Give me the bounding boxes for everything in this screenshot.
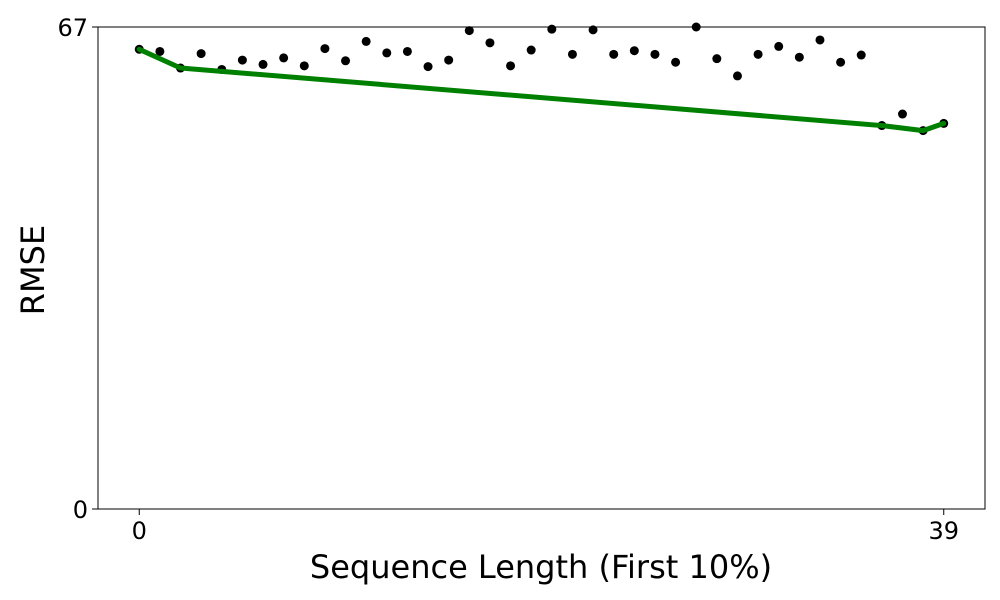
data-point <box>588 25 598 35</box>
data-point <box>712 54 722 64</box>
x-tick-label: 39 <box>928 517 959 545</box>
ticks: 0 39 0 67 <box>57 14 959 545</box>
data-point <box>691 22 701 32</box>
data-point <box>753 49 763 59</box>
data-point <box>836 57 846 67</box>
y-tick-label: 67 <box>57 14 88 42</box>
x-axis-label: Sequence Length (First 10%) <box>310 548 772 586</box>
x-tick-label: 0 <box>132 517 147 545</box>
series-layer <box>134 22 949 136</box>
data-point <box>423 62 433 72</box>
data-point <box>279 53 289 63</box>
data-point <box>320 44 330 54</box>
data-point <box>382 48 392 58</box>
data-point <box>856 50 866 60</box>
data-point <box>794 52 804 62</box>
plot-area <box>97 26 986 510</box>
data-point <box>444 55 454 65</box>
data-point <box>732 71 742 81</box>
data-point <box>609 49 619 59</box>
data-point <box>361 36 371 46</box>
data-point <box>774 41 784 51</box>
data-point <box>629 46 639 56</box>
data-point <box>402 46 412 56</box>
data-point <box>464 26 474 36</box>
data-point <box>485 38 495 48</box>
data-point <box>258 59 268 69</box>
data-point <box>567 49 577 59</box>
data-point <box>506 61 516 71</box>
y-axis-label: RMSE <box>14 225 52 315</box>
data-point <box>237 55 247 65</box>
data-point <box>196 49 206 59</box>
data-point <box>547 24 557 34</box>
data-point <box>671 57 681 67</box>
data-point <box>897 109 907 119</box>
y-tick-label: 0 <box>73 496 88 524</box>
trend-line <box>136 46 947 134</box>
data-point <box>650 49 660 59</box>
data-point <box>815 35 825 45</box>
data-point <box>299 61 309 71</box>
data-point <box>526 45 536 55</box>
data-point <box>155 46 165 56</box>
data-point <box>341 56 351 66</box>
